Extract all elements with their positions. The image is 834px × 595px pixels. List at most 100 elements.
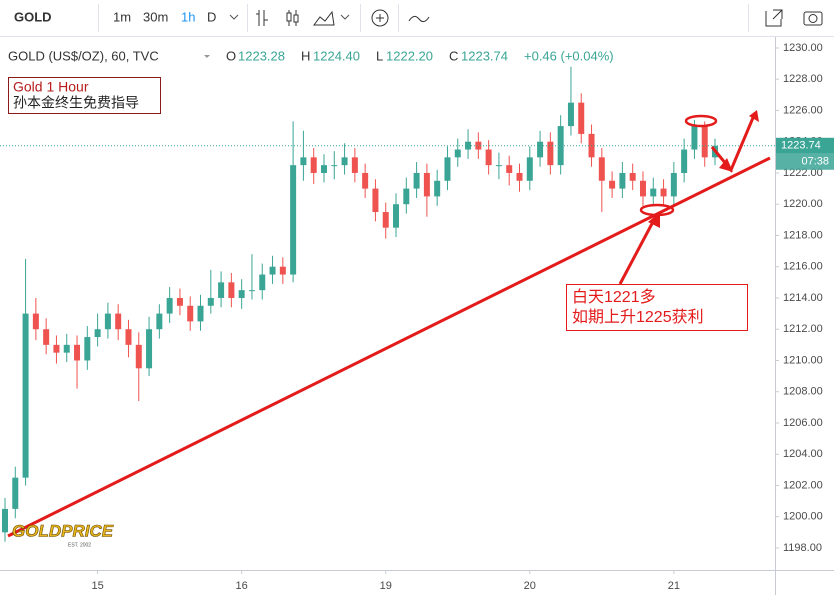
ohlc-key: L [376,48,383,63]
note-box [566,284,748,331]
candle-body [372,188,379,213]
candle-body [598,157,605,181]
candle-body [691,126,698,150]
candle-body [310,157,317,173]
bar-style-icon[interactable] [256,10,268,26]
candle-body [84,337,91,361]
candle-body [218,282,225,298]
highlight-ellipse [684,114,718,128]
candle-body [382,212,389,228]
candle-body [94,329,101,338]
y-tick-label: 1220.00 [783,198,823,210]
candle-body [701,126,708,158]
indicator-icon [376,14,384,22]
candle-body [259,274,266,291]
candle-body [454,149,461,158]
candle-body [423,172,430,197]
x-tick-label: 15 [91,580,103,592]
compare-icon[interactable] [408,15,430,23]
interval[interactable]: 30m [143,9,168,24]
candle-body [238,290,245,298]
candle-body [362,172,369,189]
arrow [618,217,657,285]
candle-body [135,344,142,369]
ohlc-value: 1222.20 [386,48,433,63]
popout-icon[interactable] [765,9,783,27]
last-price-label: 1223.74 [781,140,821,152]
arrow-head [648,212,660,228]
screenshot-icon[interactable] [803,11,823,26]
y-tick-label: 1214.00 [783,292,823,304]
candle-body [393,204,400,228]
x-tick-label: 21 [668,580,680,592]
candle-body [104,313,111,330]
countdown: 07:38 [801,156,829,168]
candle-body [187,305,194,322]
annotation-title: Gold 1 Hour [13,79,89,95]
candle-body [331,165,338,167]
candle-body [248,290,255,292]
x-tick-label: 16 [236,580,248,592]
dropdown-icon[interactable] [229,14,239,20]
arrow-head [719,110,759,172]
y-tick-label: 1228.00 [783,73,823,85]
candle-body [681,149,688,173]
candle-body [660,188,667,197]
y-tick-label: 1226.00 [783,104,823,116]
candle-body [629,172,636,181]
ohlc-value: 1224.40 [313,48,360,63]
watermark-sub: EST. 2002 [68,542,91,548]
watermark: GOLDPRICE [12,521,114,540]
candle-body [12,477,19,509]
dropdown-icon[interactable] [204,55,210,58]
dropdown-icon[interactable] [340,14,350,20]
candle-body [557,126,564,166]
y-tick-label: 1208.00 [783,386,823,398]
candle-body [74,344,81,361]
y-tick-label: 1200.00 [783,511,823,523]
candle-body [485,149,492,166]
candle-body [444,157,451,181]
candle-body [53,344,60,353]
annotation-box [8,77,161,114]
candle-body [156,313,163,330]
candle-body [413,172,420,189]
candle-body [619,172,626,189]
y-tick-label: 1210.00 [783,354,823,366]
legend: GOLD (US$/OZ), 60, TVC O 1223.28 H 1224.… [8,48,614,63]
note-text: 白天1221多 [572,288,656,306]
candle-body [228,282,235,298]
candle-body [63,344,70,353]
toolbar: GOLD 1m 30m 1h D [0,4,834,37]
plot-area [0,66,775,542]
x-tick-label: 20 [524,580,536,592]
candle-body [125,329,132,345]
candle-style-icon [293,14,299,23]
candle-body [32,313,39,330]
candle-body [516,172,523,181]
y-tick-label: 1218.00 [783,229,823,241]
candle-body [290,165,297,275]
candle-body [207,297,214,306]
candle-body [495,165,502,167]
candle-body [506,165,513,173]
interval[interactable]: D [207,9,216,24]
candle-body [269,266,276,275]
y-tick-label: 1202.00 [783,479,823,491]
candle-body [609,180,616,189]
interval[interactable]: 1m [113,9,131,24]
ohlc-key: O [226,48,236,63]
candle-body [670,172,677,197]
interval-active[interactable]: 1h [181,9,195,24]
y-tick-label: 1216.00 [783,261,823,273]
indicator-icon[interactable] [371,9,389,27]
symbol[interactable]: GOLD [14,9,52,24]
countdown-tag [776,153,834,170]
x-tick-label: 19 [380,580,392,592]
note-text: 如期上升1225获利 [572,308,704,326]
y-tick-label: 1198.00 [783,542,822,554]
candle-body [351,157,358,173]
area-style-icon[interactable] [313,10,335,26]
trend-line [7,156,771,538]
